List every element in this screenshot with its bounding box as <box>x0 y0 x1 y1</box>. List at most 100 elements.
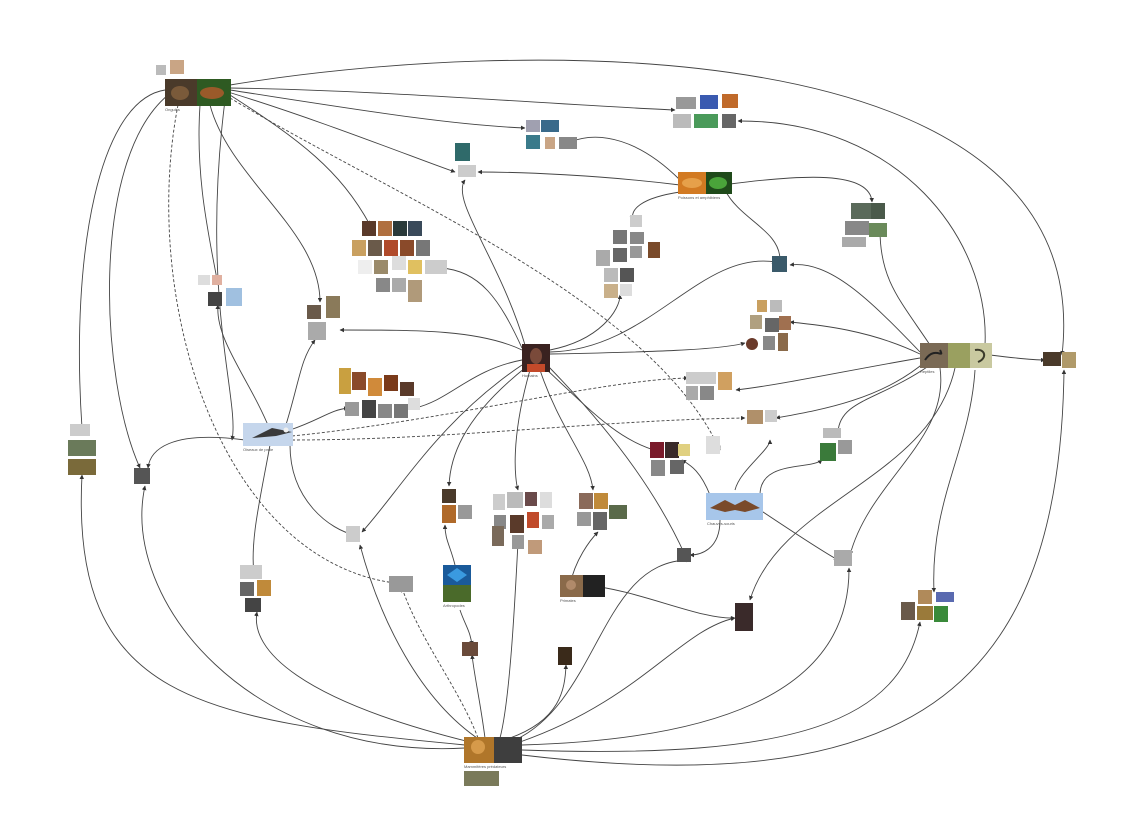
edge <box>289 406 349 431</box>
cluster-g <box>842 203 887 247</box>
edge <box>446 367 526 487</box>
edge <box>759 509 839 561</box>
edge <box>339 327 523 351</box>
edge <box>79 474 466 746</box>
cluster-t <box>492 492 554 554</box>
edge <box>414 359 523 410</box>
edge <box>519 616 736 743</box>
edge <box>216 99 235 441</box>
edge <box>735 357 921 392</box>
edge <box>215 304 271 431</box>
edge <box>229 89 526 131</box>
edge <box>549 341 746 355</box>
edge <box>291 415 746 441</box>
cluster-h <box>772 256 787 272</box>
node-human[interactable] <box>522 344 550 372</box>
label-human: Humains <box>522 373 538 378</box>
cluster-m <box>820 428 852 461</box>
node-insect[interactable] <box>443 565 471 602</box>
edge <box>759 459 823 496</box>
edge <box>848 367 942 556</box>
node-fish[interactable] <box>678 172 732 194</box>
edge <box>109 94 169 469</box>
node-carnivore[interactable] <box>464 737 522 786</box>
cluster-o <box>706 436 720 454</box>
edge <box>584 584 736 621</box>
edge <box>78 89 166 429</box>
node-bird[interactable] <box>243 423 293 446</box>
node-reptile[interactable] <box>920 343 992 368</box>
edge <box>198 104 220 286</box>
edge <box>737 118 986 346</box>
edge <box>931 369 976 593</box>
edge <box>539 369 595 491</box>
edge <box>989 354 1046 363</box>
edge <box>459 609 474 646</box>
cluster-e <box>198 275 242 306</box>
edge <box>439 265 523 349</box>
cluster-u <box>577 493 627 530</box>
edge <box>229 97 721 451</box>
cluster-p <box>68 424 96 475</box>
cluster-n <box>650 442 690 476</box>
cluster-j <box>339 368 420 418</box>
cluster-k <box>686 372 732 400</box>
edge <box>729 176 874 203</box>
edge <box>734 439 773 491</box>
cluster-l <box>747 410 777 424</box>
cluster-q <box>134 468 150 484</box>
cluster-s <box>442 489 472 523</box>
edge <box>789 320 921 355</box>
edge <box>401 587 479 739</box>
edge <box>251 444 271 576</box>
edge <box>521 567 852 746</box>
label-carnivore: Mammifères prédateurs <box>464 764 507 769</box>
label-fish: Poissons et amphibiens <box>678 195 721 200</box>
edge <box>549 259 777 353</box>
edge <box>229 59 1065 356</box>
cluster-c <box>352 221 447 302</box>
edge <box>681 459 711 496</box>
edge <box>514 369 531 491</box>
label-primate: Primates <box>560 598 576 603</box>
edge <box>470 654 486 739</box>
edge <box>514 557 691 741</box>
edge <box>289 444 356 537</box>
edge <box>549 294 623 351</box>
edge <box>789 262 921 353</box>
edge <box>569 136 681 181</box>
cluster-v <box>677 548 691 562</box>
cluster-aa <box>558 647 572 665</box>
edge <box>361 364 523 533</box>
label-insect: Arthropodes <box>443 603 465 608</box>
edge <box>521 369 1067 766</box>
cluster-a <box>526 120 577 149</box>
cluster-w <box>834 550 852 566</box>
edges <box>78 59 1067 766</box>
edge <box>877 229 931 346</box>
cluster-ac <box>901 590 954 622</box>
edge <box>509 664 569 739</box>
cluster-x <box>240 565 271 612</box>
label-cattle: Ongulés <box>165 107 180 112</box>
node-primate[interactable] <box>560 575 605 597</box>
cluster-monsters-top <box>673 94 738 128</box>
edge <box>229 94 371 226</box>
edge <box>724 189 783 261</box>
cluster-r <box>346 526 360 542</box>
edge <box>168 104 396 585</box>
edge <box>254 611 471 743</box>
cluster-b <box>455 143 476 177</box>
edge <box>775 361 926 420</box>
edge <box>291 375 689 437</box>
cluster-y <box>389 576 413 592</box>
cluster-ab <box>735 603 753 631</box>
edge <box>141 485 466 750</box>
node-bat[interactable] <box>706 493 763 520</box>
cluster-i <box>746 300 791 351</box>
edge <box>209 104 323 303</box>
edge <box>284 339 316 429</box>
edge <box>499 541 521 739</box>
label-bat: Chauves-souris <box>707 521 735 526</box>
node-cattle[interactable] <box>156 60 231 106</box>
